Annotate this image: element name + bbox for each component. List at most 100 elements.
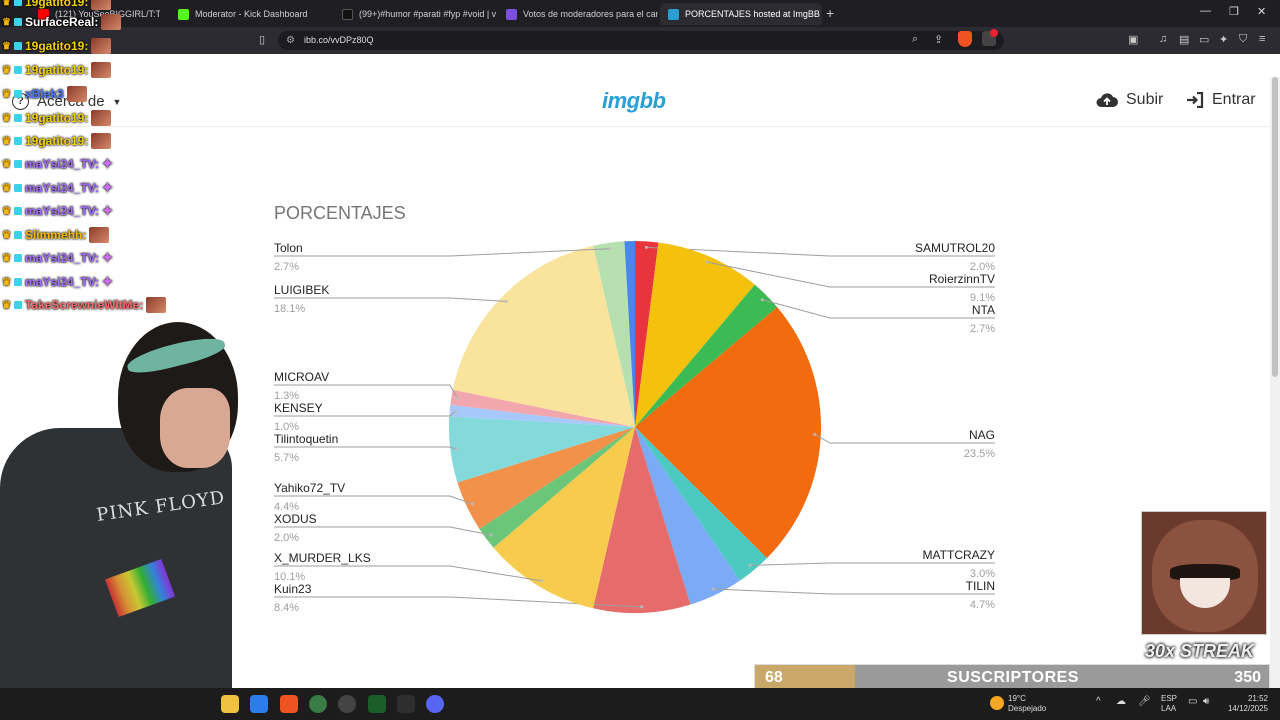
media-icon[interactable]: ♫	[1159, 33, 1168, 45]
pie-slice-tolon	[593, 241, 635, 427]
leader-line	[713, 588, 995, 595]
network-tray-icon[interactable]: ☁	[1116, 696, 1126, 707]
leader-line	[274, 384, 458, 399]
leader-dot	[760, 298, 764, 302]
scrollbar-thumb[interactable]	[1272, 77, 1278, 377]
leader-dot	[640, 605, 644, 609]
discord-icon[interactable]	[426, 695, 444, 713]
tab-porcentajes[interactable]: PORCENTAJES hosted at ImgBB ✕	[660, 3, 822, 25]
microphone-icon[interactable]: 🎤︎	[1138, 696, 1151, 707]
slice-label: Kuin23	[274, 582, 312, 596]
tab-youtube[interactable]: (121) YouSeeBIGGIRL/T:T - YouTu	[30, 3, 160, 25]
outlook-icon[interactable]	[250, 695, 268, 713]
pie-slice-x_murder_lks	[493, 427, 635, 609]
tab-tiktok[interactable]: (99+)#humor #parati #fyp #void | vo	[334, 3, 496, 25]
slice-label: MATTCRAZY	[923, 548, 995, 562]
kick-icon	[178, 8, 189, 20]
file-explorer-icon[interactable]	[221, 695, 239, 713]
slice-label: RoierzinnTV	[929, 272, 995, 286]
slice-label: X_MURDER_LKS	[274, 551, 371, 565]
terminal-icon[interactable]	[397, 695, 415, 713]
reading-list-icon[interactable]: ▤	[1179, 34, 1190, 46]
lang-bottom[interactable]: LAA	[1161, 704, 1177, 713]
reaction-cam	[1141, 511, 1267, 635]
leader-dot	[705, 260, 709, 264]
clock-date[interactable]: 14/12/2025	[1227, 704, 1268, 713]
volume-icon[interactable]: 🔊︎	[1203, 696, 1210, 707]
kick-taskbar-icon[interactable]	[368, 695, 386, 713]
weather-temp[interactable]: 19°C	[1008, 694, 1026, 703]
tab-kick[interactable]: Moderator - Kick Dashboard	[170, 3, 330, 25]
restore-icon[interactable]: ❐	[1229, 6, 1239, 18]
leader-dot	[813, 432, 817, 436]
subscriber-count: 68	[765, 669, 783, 686]
tab-label: (121) YouSeeBIGGIRL/T:T - YouTu	[55, 9, 160, 19]
sub-badge-icon	[13, 66, 22, 74]
slice-label: Tolon	[274, 241, 303, 255]
page-scrollbar[interactable]	[1270, 77, 1280, 688]
brave-shields-icon[interactable]	[958, 31, 972, 47]
subscriber-goal-fill	[755, 665, 855, 691]
brave-taskbar-icon[interactable]	[280, 695, 298, 713]
leo-ai-icon[interactable]: ✦	[1219, 34, 1229, 46]
menu-icon[interactable]: ≡	[1259, 33, 1266, 45]
tab-votos[interactable]: Votos de moderadores para el canal	[498, 3, 658, 25]
site-info-icon[interactable]: ⚙	[286, 35, 295, 46]
chat-username: 19gatito19:	[24, 63, 89, 77]
zoom-icon[interactable]: ⌕	[912, 33, 919, 45]
clock-time[interactable]: 21:52	[1247, 694, 1268, 703]
display-icon[interactable]: ▭	[1188, 696, 1198, 707]
imgbb-logo[interactable]: imgbb	[602, 88, 666, 113]
imgbb-icon	[668, 8, 679, 20]
weather-desc[interactable]: Despejado	[1008, 704, 1047, 713]
pie-slice-mattcrazy	[635, 427, 767, 581]
slice-percent: 2.0%	[970, 261, 995, 273]
share-icon[interactable]: ⇪	[934, 34, 944, 46]
slice-label: NAG	[969, 428, 995, 442]
new-tab-icon[interactable]: +	[826, 5, 835, 21]
leader-dot	[540, 579, 544, 583]
windows-taskbar: 19°C Despejado ^ ☁ 🎤︎ ESP LAA ▭ 🔊︎ 21:52…	[0, 688, 1280, 720]
youtube-icon	[38, 8, 49, 20]
tab-label: Moderator - Kick Dashboard	[195, 9, 308, 19]
lang-top[interactable]: ESP	[1161, 694, 1178, 703]
pie-slice-tilin	[635, 427, 740, 605]
obs-icon[interactable]	[338, 695, 356, 713]
address-bar[interactable]: ⚙ ibb.co/vvDPz80Q	[278, 31, 1004, 50]
bookmark-icon[interactable]: ▯	[259, 34, 266, 46]
pie-slice-microav	[450, 389, 635, 427]
pie-slice-unlabeled	[624, 241, 635, 427]
slice-label: KENSEY	[274, 401, 323, 415]
leader-dot	[454, 447, 458, 451]
browser-toolbar: ▯ ⚙ ibb.co/vvDPz80Q ⌕ ⇪ ▣ ♫ ▤ ▭ ✦ ⛉ ≡	[0, 27, 1280, 54]
leader-dot	[608, 247, 612, 251]
login-button[interactable]: Entrar	[1186, 91, 1256, 109]
leader-line	[274, 446, 457, 450]
app-icon-green[interactable]	[309, 695, 327, 713]
weather-icon[interactable]	[990, 696, 1004, 710]
close-window-icon[interactable]: ✕	[1257, 6, 1267, 18]
slice-percent: 5.7%	[274, 452, 299, 464]
leader-line	[762, 299, 995, 319]
login-label: Entrar	[1212, 91, 1256, 108]
pie-slice-roierzinntv	[635, 242, 755, 427]
slice-percent: 18.1%	[274, 303, 305, 315]
leader-dot	[711, 587, 715, 591]
tray-chevron-icon[interactable]: ^	[1096, 696, 1101, 707]
minimize-icon[interactable]: —	[1200, 5, 1211, 17]
leader-dot	[455, 396, 459, 400]
leader-line	[274, 565, 542, 582]
wallet-icon[interactable]: ▭	[1199, 34, 1210, 46]
url-text: ibb.co/vvDPz80Q	[304, 35, 374, 45]
slice-percent: 10.1%	[274, 571, 305, 583]
leader-dot	[470, 502, 474, 506]
vpn-icon[interactable]: ⛉	[1239, 33, 1248, 45]
upload-button[interactable]: Subir	[1096, 91, 1163, 109]
slice-percent: 23.5%	[964, 448, 995, 460]
slice-label: LUIGIBEK	[274, 283, 329, 297]
brave-rewards-icon[interactable]	[982, 29, 998, 46]
sidebar-toggle-icon[interactable]: ▣	[1128, 34, 1139, 46]
slice-label: TILIN	[966, 579, 995, 593]
forms-icon	[506, 8, 517, 20]
